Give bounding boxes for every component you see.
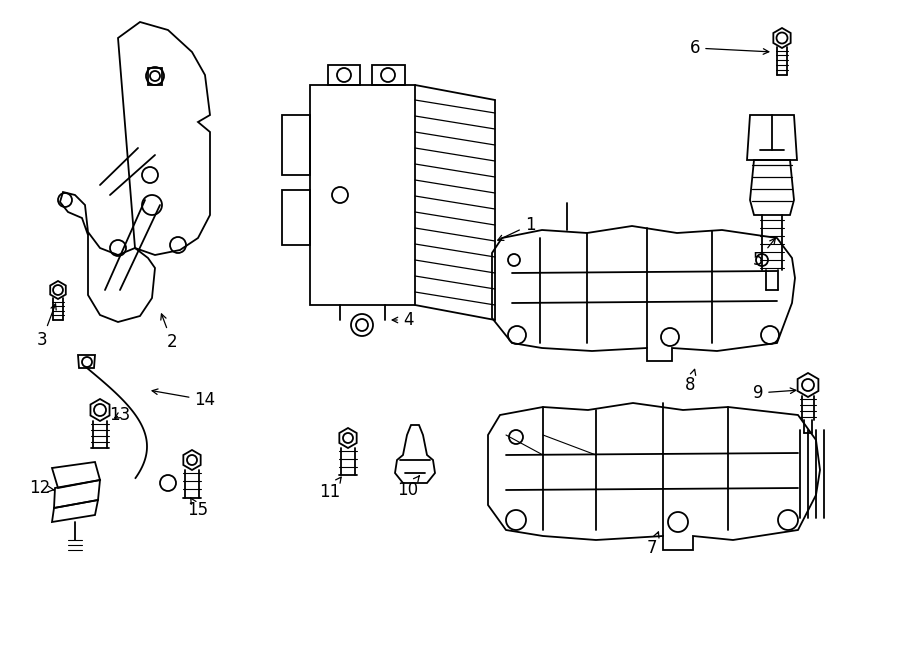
Text: 12: 12 [30, 479, 54, 497]
Text: 1: 1 [498, 216, 536, 241]
Text: 14: 14 [152, 389, 216, 409]
Text: 8: 8 [685, 369, 696, 394]
Text: 2: 2 [161, 314, 177, 351]
Text: 4: 4 [392, 311, 413, 329]
Text: 7: 7 [647, 532, 659, 557]
Text: 9: 9 [752, 384, 796, 402]
Text: 10: 10 [398, 476, 419, 499]
Text: 15: 15 [187, 498, 209, 519]
Text: 3: 3 [37, 304, 56, 349]
Text: 6: 6 [689, 39, 769, 57]
Text: 5: 5 [752, 238, 776, 269]
Text: 11: 11 [320, 477, 341, 501]
Text: 13: 13 [110, 406, 130, 424]
